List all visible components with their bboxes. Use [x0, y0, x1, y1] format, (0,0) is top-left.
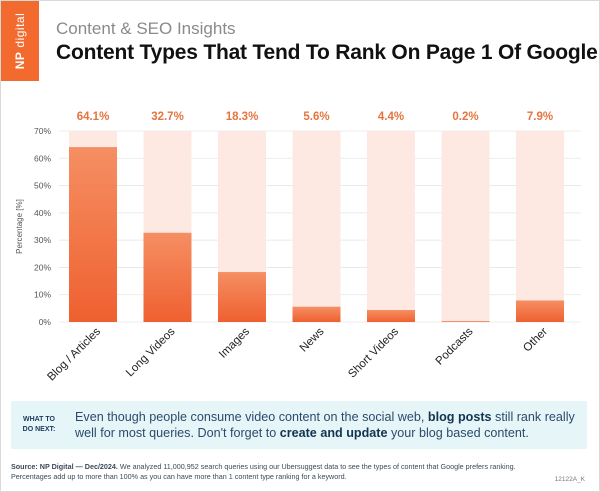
value-label: 18.3%: [226, 111, 259, 123]
category-label: Blog / Articles: [45, 325, 103, 383]
callout-label: WHAT TO DO NEXT:: [22, 416, 56, 433]
np-digital-logo: NPdigital: [1, 1, 39, 81]
value-label: 0.2%: [452, 111, 478, 123]
category-label: Podcasts: [434, 325, 476, 367]
logo-text: NPdigital: [13, 12, 27, 70]
value-label: 4.4%: [378, 111, 404, 123]
bar-track: [367, 131, 415, 322]
y-tick-label: 30%: [34, 235, 51, 245]
y-tick-label: 70%: [34, 126, 51, 136]
category-label: Images: [217, 325, 252, 360]
bar-track: [292, 131, 341, 322]
category-label: Long Videos: [124, 325, 178, 379]
what-to-do-next-callout: WHAT TO DO NEXT: Even though people cons…: [11, 401, 587, 449]
y-tick-label: 0%: [39, 317, 52, 327]
bar-chart: 64.1% 32.7% 18.3% 5.6% 4.4% 0.2% 7.9% 0% 10% 20%…: [15, 111, 581, 383]
value-label: 32.7%: [151, 111, 184, 123]
image-code: 12122A_K: [554, 476, 585, 483]
chart-title: Content Types That Tend To Rank On Page …: [56, 41, 598, 64]
bar: [143, 232, 192, 322]
y-tick-label: 60%: [34, 153, 51, 163]
bar: [441, 321, 490, 322]
y-axis-label: Percentage [%]: [15, 199, 24, 254]
source-note: Source: NP Digital — Dec/2024. We analyz…: [11, 462, 516, 481]
y-tick-label: 20%: [34, 262, 51, 272]
bar: [69, 147, 117, 322]
category-label: Short Videos: [346, 325, 401, 380]
bar: [218, 272, 266, 322]
bar: [367, 309, 415, 322]
bar-track: [516, 131, 564, 322]
y-tick-label: 40%: [34, 208, 51, 218]
subtitle: Content & SEO Insights: [56, 19, 236, 38]
bar: [292, 306, 341, 322]
value-label: 7.9%: [527, 111, 553, 123]
bar-track: [441, 131, 490, 322]
callout-text: Even though people consume video content…: [75, 410, 575, 440]
category-label: Other: [521, 326, 550, 355]
value-label: 5.6%: [303, 111, 329, 123]
category-label: News: [298, 325, 327, 354]
y-tick-label: 10%: [34, 290, 51, 300]
y-tick-label: 50%: [34, 181, 51, 191]
value-label: 64.1%: [77, 111, 110, 123]
bar: [516, 300, 564, 322]
